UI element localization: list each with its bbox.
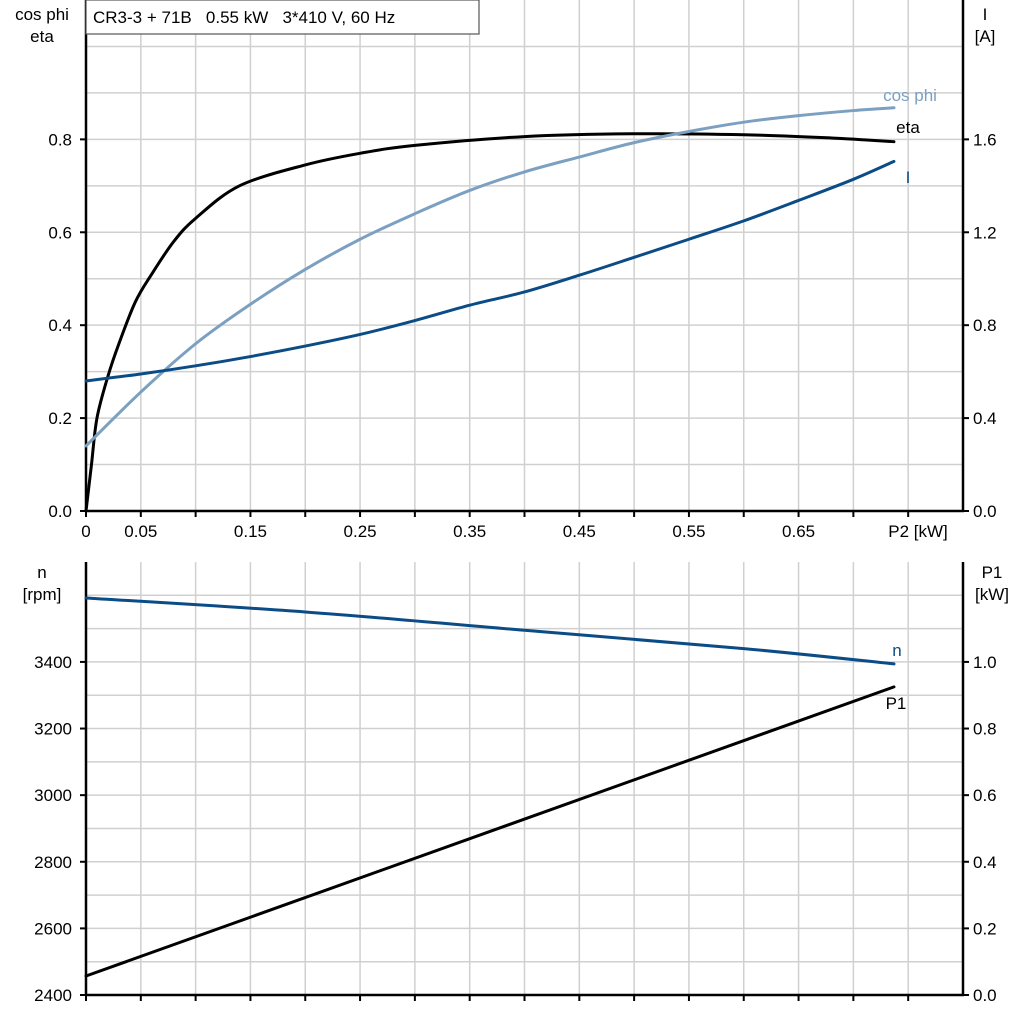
y-tick-label-right: 0.8 <box>973 316 997 335</box>
y-axis-label-right: P1 <box>982 563 1003 582</box>
y-tick-label-left: 0.0 <box>48 502 72 521</box>
series-line-n <box>84 596 896 666</box>
y-tick-label-right: 0.0 <box>973 502 997 521</box>
series-line-eta <box>84 132 896 513</box>
y-tick-label-right: 1.0 <box>973 653 997 672</box>
series-label-eta: eta <box>896 118 920 137</box>
y-tick-label-right: 0.8 <box>973 720 997 739</box>
y-tick-label-right: 1.2 <box>973 223 997 242</box>
y-tick-label-left: 3000 <box>34 786 72 805</box>
y-tick-label-left: 0.8 <box>48 130 72 149</box>
x-tick-label: 0.45 <box>563 522 596 541</box>
y-tick-label-left: 2800 <box>34 853 72 872</box>
y-axis-label-right: [kW] <box>975 585 1009 604</box>
y-tick-label-left: 0.6 <box>48 223 72 242</box>
x-tick-label: 0.65 <box>782 522 815 541</box>
series-label-i: I <box>906 168 911 187</box>
x-tick-label: 0 <box>81 522 90 541</box>
y-tick-label-left: 2400 <box>34 986 72 1005</box>
y-tick-label-left: 2600 <box>34 919 72 938</box>
y-tick-label-right: 1.6 <box>973 130 997 149</box>
chart-title: CR3-3 + 71B 0.55 kW 3*410 V, 60 Hz <box>93 8 395 27</box>
y-axis-label-left: eta <box>30 27 54 46</box>
series-line-i <box>84 159 896 383</box>
y-tick-label-right: 0.0 <box>973 986 997 1005</box>
series-line-cos-phi <box>84 106 896 448</box>
y-axis-label-left: cos phi <box>15 5 69 24</box>
series-label-cos-phi: cos phi <box>883 86 937 105</box>
y-tick-label-left: 0.4 <box>48 316 72 335</box>
y-tick-label-left: 3400 <box>34 653 72 672</box>
y-axis-label-left: [rpm] <box>23 585 62 604</box>
chart-panel-2: 2400 2600 2800 3000 3200 3400 0.0 0.2 0.4 0.6 0.8 1… <box>23 562 1009 1005</box>
series-label-n: n <box>892 641 901 660</box>
chart-panel-1: 0.0 0.2 0.4 0.6 0.8 0.0 0.4 0.8 1.2 1.6 0 0.05 0.15 0… <box>15 0 997 541</box>
x-tick-label: 0.05 <box>124 522 157 541</box>
x-tick-label: 0.25 <box>344 522 377 541</box>
x-tick-label: 0.55 <box>672 522 705 541</box>
x-axis-label: P2 [kW] <box>888 522 948 541</box>
y-axis-label-right: [A] <box>975 27 996 46</box>
y-tick-label-right: 0.6 <box>973 786 997 805</box>
series-line-p1 <box>84 685 896 978</box>
x-tick-label: 0.35 <box>453 522 486 541</box>
y-tick-label-right: 0.2 <box>973 919 997 938</box>
title-box <box>85 0 480 35</box>
y-tick-label-left: 0.2 <box>48 409 72 428</box>
y-axis-label-right: I <box>983 5 988 24</box>
x-tick-label: 0.15 <box>234 522 267 541</box>
y-tick-label-right: 0.4 <box>973 853 997 872</box>
y-axis-label-left: n <box>37 563 46 582</box>
y-tick-label-left: 3200 <box>34 720 72 739</box>
y-tick-label-right: 0.4 <box>973 409 997 428</box>
series-label-p1: P1 <box>886 694 907 713</box>
